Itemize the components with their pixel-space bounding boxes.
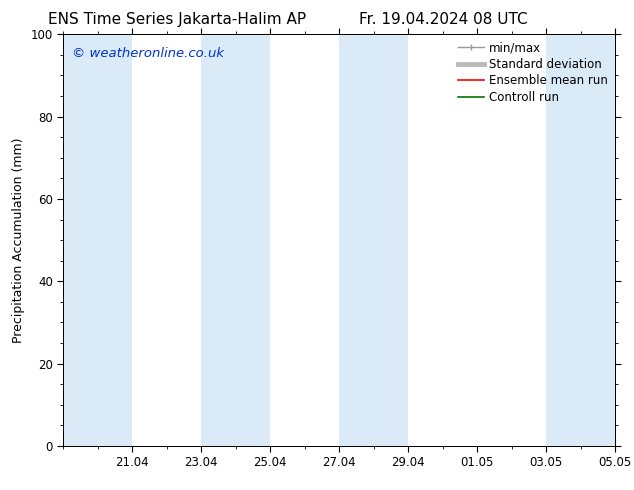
Y-axis label: Precipitation Accumulation (mm): Precipitation Accumulation (mm): [12, 137, 25, 343]
Legend: min/max, Standard deviation, Ensemble mean run, Controll run: min/max, Standard deviation, Ensemble me…: [453, 37, 612, 109]
Text: © weatheronline.co.uk: © weatheronline.co.uk: [72, 47, 224, 60]
Bar: [202, 34, 270, 446]
Bar: [546, 34, 615, 446]
Text: Fr. 19.04.2024 08 UTC: Fr. 19.04.2024 08 UTC: [359, 12, 528, 27]
Bar: [63, 34, 133, 446]
Bar: [339, 34, 408, 446]
Text: ENS Time Series Jakarta-Halim AP: ENS Time Series Jakarta-Halim AP: [48, 12, 307, 27]
